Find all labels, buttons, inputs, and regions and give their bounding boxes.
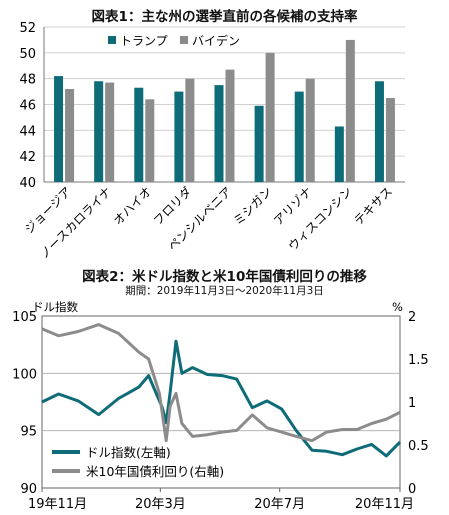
x-tick-label: 19年11月: [28, 497, 87, 512]
bar-biden: [265, 52, 275, 183]
bar-trump: [174, 91, 184, 182]
right-y-tick-label: 1.5: [408, 353, 429, 368]
y-tick-label: 46: [19, 99, 36, 114]
left-axis-unit: ドル指数: [32, 300, 78, 314]
chart2-title: 図表2：米ドル指数と米10年国債利回りの推移: [82, 269, 367, 285]
bar-biden: [305, 78, 315, 182]
bar-biden: [385, 98, 395, 182]
chart2-subtitle: 期間：2019年11月3日～2020年11月3日: [125, 285, 324, 297]
x-tick-label: 20年3月: [135, 497, 186, 512]
right-y-tick-label: 0: [408, 482, 416, 497]
left-y-tick-label: 100: [12, 367, 37, 382]
legend-label: ドル指数(左軸): [86, 445, 171, 460]
bar-trump: [374, 81, 384, 182]
right-y-tick-label: 1: [408, 396, 416, 411]
bar-biden: [345, 39, 355, 182]
bar-trump: [294, 91, 304, 182]
y-tick-label: 50: [19, 47, 36, 62]
left-y-tick-label: 105: [12, 310, 37, 325]
right-axis-unit: %: [392, 300, 403, 314]
dollar-index-line: [41, 339, 402, 458]
bar-trump: [254, 105, 264, 182]
right-y-tick-label: 0.5: [408, 439, 429, 454]
left-y-tick-label: 90: [20, 482, 37, 497]
y-tick-label: 42: [19, 150, 36, 165]
legend-swatch-trump: [108, 36, 116, 44]
bar-trump: [334, 126, 344, 182]
bar-trump: [134, 87, 144, 182]
bar-trump: [54, 76, 64, 182]
bar-biden: [105, 82, 115, 182]
legend-swatch-biden: [180, 36, 188, 44]
chart1-title: 図表1：主な州の選挙直前の各候補の支持率: [91, 9, 358, 25]
bar-biden: [65, 89, 75, 182]
y-tick-label: 40: [19, 176, 36, 191]
bar-biden: [185, 78, 195, 182]
legend-label: バイデン: [192, 33, 240, 48]
plot-frame: [41, 315, 401, 489]
bar-biden: [145, 99, 155, 182]
left-y-tick-label: 95: [20, 425, 37, 440]
y-tick-label: 52: [19, 21, 36, 36]
treasury-yield-line: [41, 323, 401, 443]
bar-biden: [225, 69, 235, 182]
y-tick-label: 48: [19, 73, 36, 88]
y-tick-label: 44: [19, 124, 36, 139]
bar-trump: [214, 85, 224, 182]
x-tick-label: 20年11月: [355, 497, 414, 512]
bar-trump: [94, 81, 104, 182]
right-y-tick-label: 2: [408, 310, 416, 325]
chart1-bar-chart: 40424446485052ジョージアノースカロライナオハイオフロリダペンシルベ…: [19, 21, 405, 261]
legend-label: 米10年国債利回り(右軸): [86, 464, 224, 479]
legend-label: トランプ: [120, 34, 168, 48]
x-tick-label: 20年7月: [254, 497, 305, 512]
